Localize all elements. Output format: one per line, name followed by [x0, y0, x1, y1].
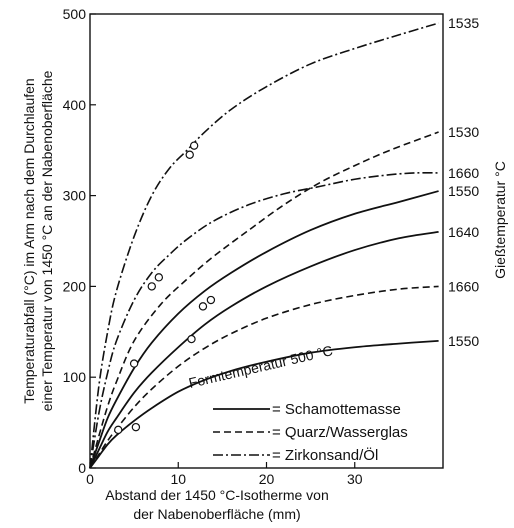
- y-tick-label-400: 400: [63, 97, 87, 113]
- series-line-1: [89, 22, 439, 469]
- x-tick-label-0: 0: [86, 471, 94, 487]
- marker-1-1: [185, 150, 194, 159]
- y-axis-title-line-2: einer Temperatur von 1450 °C an der Nabe…: [39, 70, 55, 411]
- y-tick-label-500: 500: [63, 6, 87, 22]
- marker-4-1: [198, 302, 208, 311]
- series-layer: [89, 22, 439, 469]
- end-label-3: 1530: [448, 124, 479, 140]
- y-tick-label-100: 100: [63, 369, 87, 385]
- marker-1-2: [189, 141, 199, 150]
- series-line-3: [89, 131, 439, 469]
- legend-label-dashed: = Quarz/Wasserglas: [272, 424, 408, 441]
- series-line-7: [89, 339, 439, 469]
- legend-label-dashdot: = Zirkonsand/Öl: [272, 446, 378, 464]
- x-tick-label-10: 10: [170, 471, 186, 487]
- marker-4-2: [206, 295, 216, 305]
- end-label-5: 1640: [448, 224, 479, 240]
- marker-5-1: [187, 334, 196, 344]
- end-labels: 1535 1660 1530 1550 1640 1660 1550: [448, 15, 479, 349]
- annotation: Formtemperatur 500 °C: [187, 342, 334, 391]
- y2-axis-title: Gießtemperatur °C: [492, 161, 508, 279]
- legend: = Schamottemasse = Quarz/Wasserglas = Zi…: [213, 401, 408, 464]
- legend-label-solid: = Schamottemasse: [272, 401, 401, 418]
- y-axis-title-line-1: Temperaturabfall (°C) im Arm nach dem Du…: [21, 78, 37, 403]
- marker-1-3: [147, 282, 156, 291]
- x-tick-label-30: 30: [347, 471, 363, 487]
- marker-7-2: [131, 422, 141, 432]
- markers-layer: [114, 141, 216, 435]
- x-tick-label-20: 20: [259, 471, 275, 487]
- end-label-6: 1660: [448, 278, 479, 294]
- end-label-4: 1550: [448, 183, 479, 199]
- y-tick-label-0: 0: [78, 460, 86, 476]
- y-tick-label-300: 300: [63, 188, 87, 204]
- marker-1-4: [154, 273, 164, 282]
- series-line-2: [89, 171, 439, 469]
- series-line-6: [89, 285, 439, 469]
- end-label-7: 1550: [448, 333, 479, 349]
- x-axis-title-line-2: der Nabenoberfläche (mm): [133, 506, 300, 522]
- series-line-4: [89, 190, 439, 469]
- end-label-1: 1535: [448, 15, 479, 31]
- marker-3-1: [129, 359, 139, 368]
- marker-7-1: [114, 425, 123, 435]
- y-tick-label-200: 200: [63, 278, 87, 294]
- x-axis-title-line-1: Abstand der 1450 °C-Isotherme von: [105, 487, 329, 503]
- end-label-2: 1660: [448, 165, 479, 181]
